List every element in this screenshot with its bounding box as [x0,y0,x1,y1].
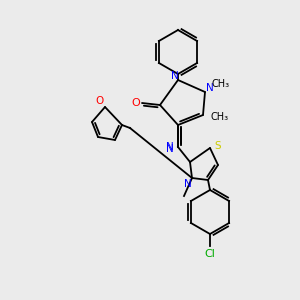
Text: Cl: Cl [205,249,215,259]
Text: N: N [184,179,192,189]
Text: N: N [206,83,214,93]
Text: O: O [132,98,140,108]
Text: N: N [171,71,179,81]
Text: CH₃: CH₃ [211,112,229,122]
Text: S: S [215,141,221,151]
Text: CH₃: CH₃ [212,79,230,89]
Text: O: O [96,96,104,106]
Text: N: N [166,144,174,154]
Text: N: N [166,142,174,152]
